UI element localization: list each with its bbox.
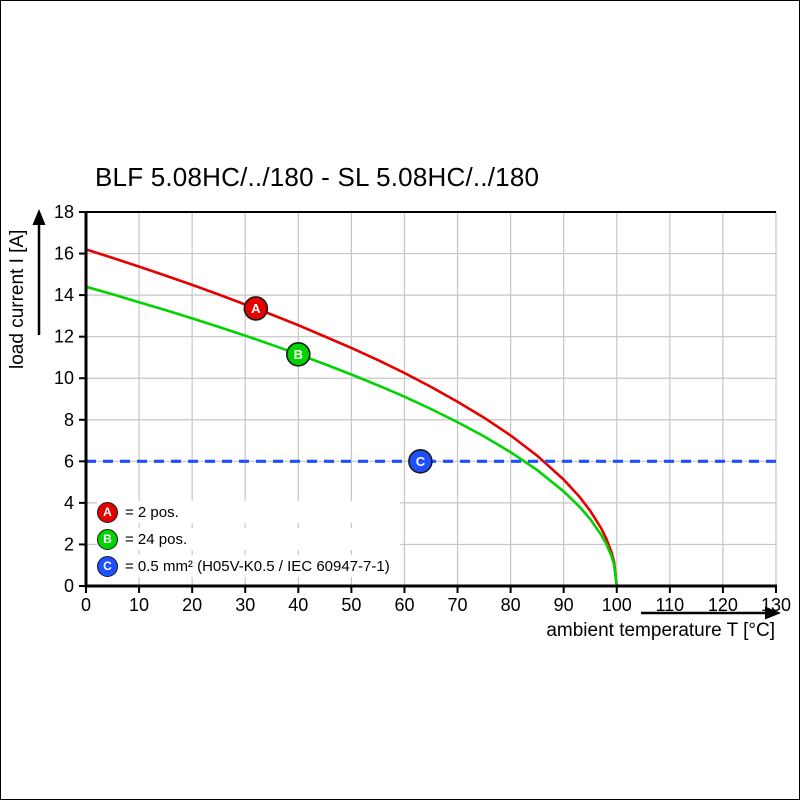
y-tick-label: 0 [64,576,74,596]
y-tick-label: 18 [54,202,74,222]
x-tick-label: 10 [129,595,149,615]
curve-marker-c [408,449,433,474]
x-tick-label: 70 [448,595,468,615]
x-tick-label: 120 [708,595,738,615]
y-tick-label: 10 [54,368,74,388]
x-tick-label: 0 [81,595,91,615]
x-axis-label: ambient temperature T [°C] [546,620,775,641]
y-tick-label: 4 [64,493,74,513]
y-tick-label: 8 [64,410,74,430]
x-tick-label: 80 [501,595,521,615]
x-tick-label: 100 [602,595,632,615]
y-tick-label: 12 [54,327,74,347]
curve-marker-b [286,342,311,367]
curve-marker-a [243,296,269,321]
series-c-label: = 0.5 mm² (H05V-K0.5 / IEC 60947-7-1) [125,557,390,575]
y-tick-label: 16 [54,244,74,264]
curve-marker-letter: B [294,347,303,362]
x-axis-arrowhead-icon [765,606,781,620]
x-tick-label: 90 [554,595,574,615]
x-tick-label: 110 [655,595,684,615]
x-tick-label: 40 [288,595,308,615]
legend: A = 2 pos. B = 24 pos. C = 0.5 mm² (H05V… [97,501,400,577]
x-tick-label: 50 [341,595,361,615]
y-axis-arrowhead-icon [32,209,46,225]
series-c-badge: C [97,555,118,577]
y-tick-label: 6 [64,451,74,471]
series-b-label: = 24 pos. [125,530,188,548]
x-tick-label: 30 [235,595,255,615]
legend-item-c: C = 0.5 mm² (H05V-K0.5 / IEC 60947-7-1) [97,555,400,577]
series-b-badge: B [97,528,118,550]
legend-item-b: B = 24 pos. [97,528,400,550]
y-tick-label: 14 [54,285,74,305]
chart-title: BLF 5.08HC/../180 - SL 5.08HC/../180 [95,162,540,192]
series-a-label: = 2 pos. [125,503,179,521]
curve-marker-letter: C [416,454,426,469]
curve-marker-letter: A [251,301,261,316]
legend-item-a: A = 2 pos. [97,501,400,523]
series-a-curve [85,248,619,587]
y-tick-label: 2 [64,534,74,554]
x-tick-label: 20 [182,595,202,615]
series-b-curve [85,285,619,587]
series-a-badge: A [97,501,118,523]
y-axis-label: load current I [A] [7,229,28,369]
x-tick-label: 60 [394,595,414,615]
